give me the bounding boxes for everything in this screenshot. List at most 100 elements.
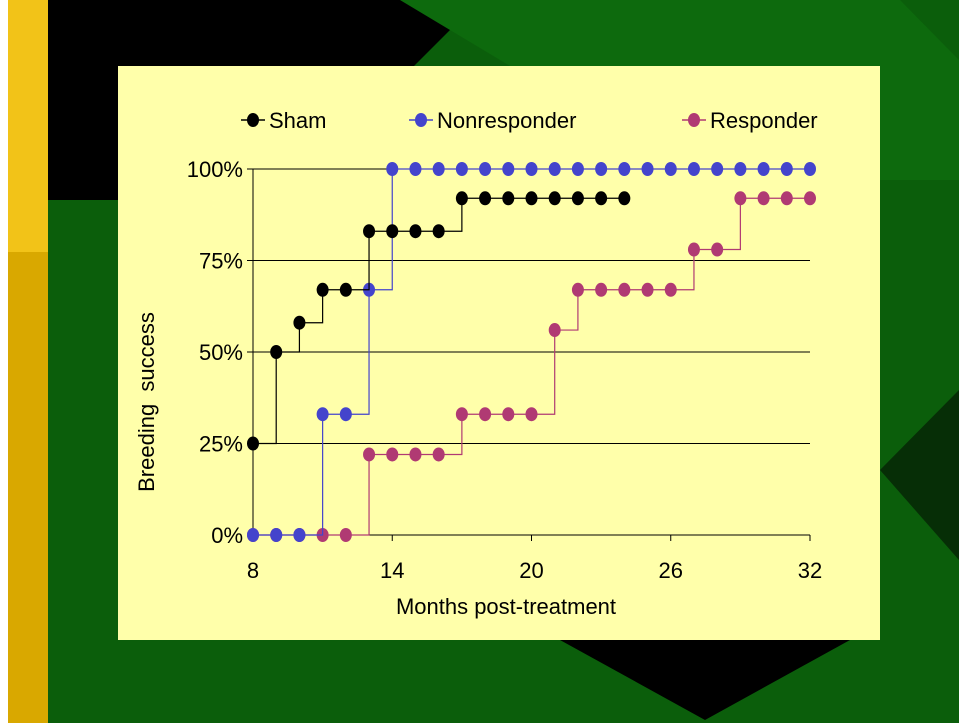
data-point-sham <box>525 191 538 206</box>
data-point-responder <box>548 323 561 338</box>
data-point-sham <box>247 436 259 451</box>
data-point-sham <box>432 224 445 239</box>
legend-item-responder: Responder <box>682 108 818 133</box>
series-sham <box>247 191 631 451</box>
series-line-responder <box>253 197 810 536</box>
series-line-sham <box>253 197 625 445</box>
data-point-responder <box>363 447 376 462</box>
data-point-nonresponder <box>641 162 654 176</box>
data-point-sham <box>363 224 376 239</box>
data-point-sham <box>270 345 283 359</box>
data-point-sham <box>409 224 422 239</box>
legend-item-nonresponder: Nonresponder <box>409 108 576 133</box>
data-point-responder <box>479 407 492 422</box>
data-point-responder <box>780 191 793 206</box>
data-point-nonresponder <box>734 162 747 176</box>
data-point-responder <box>804 191 816 206</box>
data-point-nonresponder <box>432 162 445 176</box>
data-point-nonresponder <box>316 407 329 422</box>
data-point-responder <box>687 242 700 257</box>
data-point-nonresponder <box>664 162 677 176</box>
data-point-nonresponder <box>502 162 515 176</box>
y-tick-label-75: 75% <box>199 249 243 274</box>
legend-item-sham: Sham <box>241 108 326 133</box>
data-point-nonresponder <box>409 162 422 176</box>
data-point-sham <box>618 191 631 206</box>
legend-marker-responder <box>688 113 700 127</box>
gridlines <box>253 168 810 444</box>
data-point-nonresponder <box>571 162 584 176</box>
series-responder <box>247 191 816 542</box>
series-nonresponder <box>247 162 816 542</box>
data-point-sham <box>339 282 352 297</box>
data-point-nonresponder <box>780 162 793 176</box>
data-point-responder <box>432 447 445 462</box>
data-point-responder <box>641 282 654 297</box>
chart-panel: 0% 25% 50% 75% 100% 8 14 20 26 32 Sham Nonresponde… <box>118 66 880 640</box>
legend: Sham Nonresponder Responder <box>241 108 818 133</box>
x-tick-label-14: 14 <box>380 558 404 583</box>
data-point-sham <box>316 282 329 297</box>
data-point-nonresponder <box>386 162 399 176</box>
data-point-responder <box>711 242 724 257</box>
legend-marker-sham <box>247 113 259 127</box>
data-point-nonresponder <box>595 162 608 176</box>
data-point-nonresponder <box>479 162 492 176</box>
data-point-sham <box>571 191 584 206</box>
slide-dark-wedge-bottom <box>560 640 850 720</box>
data-point-sham <box>293 315 306 330</box>
data-point-responder <box>455 407 468 422</box>
data-point-sham <box>502 191 515 206</box>
y-tick-label-25: 25% <box>199 432 243 457</box>
y-tick-label-0: 0% <box>211 523 243 548</box>
data-point-sham <box>455 191 468 206</box>
data-point-nonresponder <box>339 407 352 422</box>
data-point-nonresponder <box>525 162 538 176</box>
data-point-responder <box>734 191 747 206</box>
data-point-responder <box>525 407 538 422</box>
data-point-responder <box>502 407 515 422</box>
data-point-nonresponder <box>687 162 700 176</box>
x-axis-label: Months post-treatment <box>396 594 616 619</box>
slide-left-white-strip <box>0 0 8 723</box>
slide-dark-wedge-right <box>880 390 959 560</box>
data-point-nonresponder <box>804 162 816 176</box>
data-point-responder <box>595 282 608 297</box>
slide-left-bar-gold <box>8 0 48 252</box>
data-point-nonresponder <box>270 528 283 542</box>
series-layer <box>247 162 816 542</box>
x-tick-label-20: 20 <box>519 558 543 583</box>
legend-marker-nonresponder <box>415 113 427 127</box>
data-point-nonresponder <box>757 162 770 176</box>
data-point-nonresponder <box>711 162 724 176</box>
data-point-responder <box>664 282 677 297</box>
legend-label-nonresponder: Nonresponder <box>437 108 576 133</box>
y-axis-label: Breeding success <box>134 312 159 492</box>
data-point-nonresponder <box>293 528 306 542</box>
data-point-responder <box>386 447 399 462</box>
axes: 0% 25% 50% 75% 100% 8 14 20 26 32 <box>187 157 823 583</box>
data-point-responder <box>409 447 422 462</box>
data-point-responder <box>339 528 352 542</box>
data-point-responder <box>757 191 770 206</box>
data-point-nonresponder <box>247 528 259 542</box>
breeding-success-chart: 0% 25% 50% 75% 100% 8 14 20 26 32 Sham Nonresponde… <box>134 108 823 619</box>
data-point-responder <box>571 282 584 297</box>
legend-label-responder: Responder <box>710 108 818 133</box>
data-point-nonresponder <box>455 162 468 176</box>
legend-label-sham: Sham <box>269 108 326 133</box>
y-tick-label-50: 50% <box>199 340 243 365</box>
x-tick-label-32: 32 <box>798 558 822 583</box>
data-point-sham <box>595 191 608 206</box>
data-point-sham <box>548 191 561 206</box>
slide-left-bar-tan <box>8 252 48 723</box>
y-tick-label-100: 100% <box>187 157 243 182</box>
data-point-sham <box>479 191 492 206</box>
series-line-nonresponder <box>253 168 810 536</box>
x-tick-label-26: 26 <box>659 558 683 583</box>
data-point-nonresponder <box>548 162 561 176</box>
data-point-sham <box>386 224 399 239</box>
x-tick-label-8: 8 <box>247 558 259 583</box>
data-point-nonresponder <box>618 162 631 176</box>
data-point-responder <box>618 282 631 297</box>
